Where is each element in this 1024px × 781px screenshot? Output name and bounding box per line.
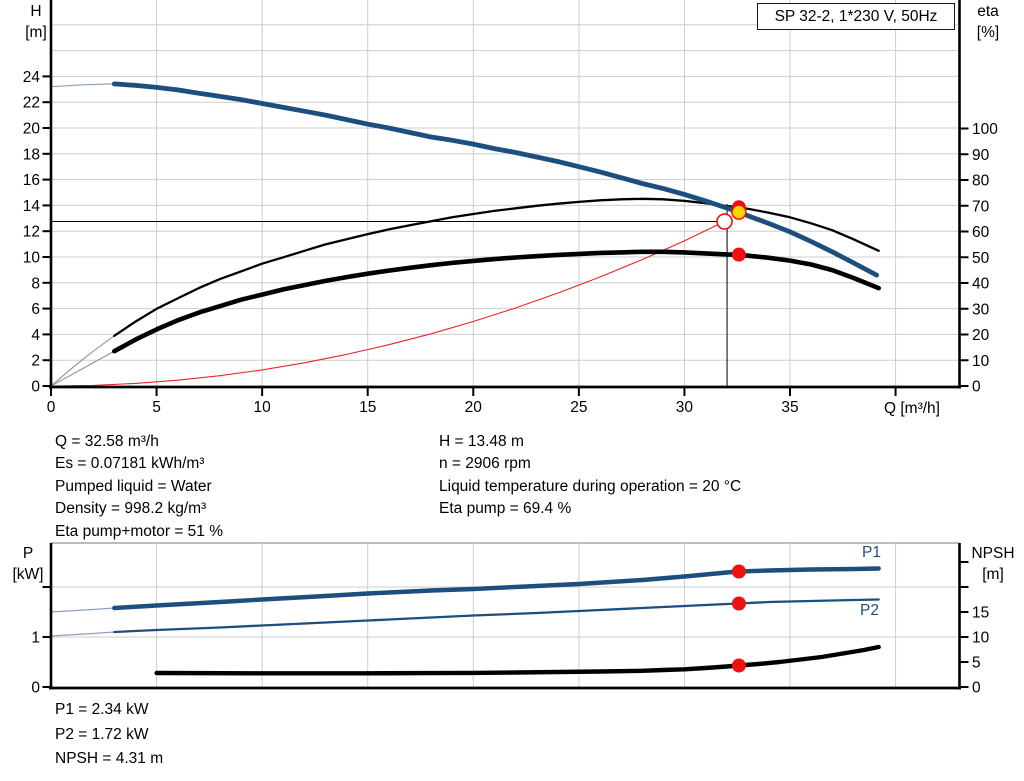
h-tick-label: 2	[31, 353, 40, 370]
eta-tick-label: 90	[972, 147, 990, 164]
qh-duty-marker	[731, 204, 747, 220]
eta-axis-label-line2: [%]	[976, 24, 1000, 41]
p-tick-label: 1	[31, 630, 40, 647]
eta-pump-motor-curve	[112, 249, 881, 354]
eta-tick-label: 20	[972, 327, 990, 344]
h-tick-label: 14	[23, 198, 41, 215]
npsh-tick-label: 15	[972, 605, 989, 622]
P2-curve-lead-in	[50, 631, 115, 637]
info-line-h: H = 13.48 m	[439, 433, 524, 450]
P1-curve	[112, 566, 881, 611]
p1-duty-marker	[731, 564, 746, 579]
duty-info-bottom: P1 = 2.34 kW P2 = 1.72 kW NPSH = 4.31 m	[55, 698, 163, 772]
info-line-npsh: NPSH = 4.31 m	[55, 750, 164, 767]
q-tick-label: 15	[359, 399, 376, 416]
q-tick-label: 25	[570, 399, 587, 416]
p-axis-label: P [kW]	[6, 543, 50, 585]
q-tick-label: 0	[47, 399, 56, 416]
eta-axis-label: eta [%]	[964, 1, 1012, 43]
info-line-p1: P1 = 2.34 kW	[55, 701, 149, 718]
info-line-density: Density = 998.2 kg/m³	[55, 500, 207, 518]
q-axis-label: Q [m³/h]	[884, 400, 940, 417]
h-axis-label-line2: [m]	[25, 24, 47, 41]
q-tick-label: 20	[465, 399, 483, 416]
h-tick-label: 0	[31, 379, 40, 396]
info-line-eta-pump: Eta pump = 69.4 %	[439, 500, 572, 518]
P1-curve-lead-in	[50, 607, 115, 613]
eta-pump-curve	[113, 197, 880, 337]
eta-pump-motor-curve-lead-in	[50, 350, 115, 387]
npsh-axis-label-line1: NPSH	[971, 545, 1015, 562]
p2-curve-label: P2	[860, 602, 879, 619]
eta-axis-label-line1: eta	[977, 3, 999, 20]
h-tick-label: 22	[23, 95, 40, 112]
info-line-es: Es = 0.07181 kWh/m³	[55, 455, 205, 473]
h-tick-label: 16	[23, 172, 40, 189]
npsh-duty-marker	[731, 658, 746, 673]
q-tick-label: 10	[254, 399, 272, 416]
h-tick-label: 4	[31, 327, 40, 344]
info-line-n: n = 2906 rpm	[439, 455, 531, 473]
p1-curve-label: P1	[862, 544, 881, 561]
p-axis-label-line2: [kW]	[12, 566, 44, 583]
duty-info-right: H = 13.48 m n = 2906 rpm Liquid temperat…	[439, 431, 741, 521]
duty-info-left: Q = 32.58 m³/h Es = 0.07181 kWh/m³ Pumpe…	[55, 431, 223, 543]
p-axis-label-line1: P	[22, 545, 34, 562]
eta-tick-label: 30	[972, 301, 990, 318]
eta-pump-motor-duty-marker	[731, 247, 746, 262]
info-line-q: Q = 32.58 m³/h	[55, 433, 159, 450]
pump-title-box: SP 32-2, 1*230 V, 50Hz	[757, 3, 955, 30]
eta-tick-label: 60	[972, 224, 990, 241]
h-tick-label: 8	[31, 275, 40, 292]
eta-tick-label: 70	[972, 198, 990, 215]
info-line-eta-pm: Eta pump+motor = 51 %	[55, 522, 224, 540]
info-line-p2: P2 = 1.72 kW	[55, 725, 149, 743]
eta-tick-label: 10	[972, 353, 990, 370]
q-tick-label: 30	[676, 399, 694, 416]
requested-duty-point-marker	[716, 213, 733, 230]
H-curve	[111, 81, 879, 278]
h-tick-label: 20	[23, 121, 41, 138]
eta-tick-label: 80	[972, 173, 990, 190]
eta-tick-label: 100	[972, 121, 998, 138]
info-line-liquid: Pumped liquid = Water	[55, 477, 212, 495]
eta-tick-label: 40	[972, 276, 990, 293]
q-tick-label: 35	[781, 399, 798, 416]
p-tick-label: 0	[31, 680, 40, 697]
H-curve-lead-in	[50, 83, 115, 88]
system-curve	[50, 220, 726, 387]
npsh-tick-label: 10	[972, 630, 990, 647]
npsh-axis-label-line2: [m]	[982, 566, 1004, 583]
h-tick-label: 10	[23, 250, 41, 267]
npsh-tick-label: 5	[972, 655, 981, 672]
q-tick-label: 5	[152, 399, 161, 416]
eta-pump-curve-lead-in	[50, 335, 115, 387]
npsh-tick-label: 0	[972, 680, 981, 697]
h-tick-label: 12	[23, 224, 40, 241]
P2-curve	[113, 598, 880, 634]
info-line-temp: Liquid temperature during operation = 20…	[439, 477, 742, 495]
eta-tick-label: 0	[972, 379, 981, 396]
NPSH-curve	[154, 644, 881, 676]
h-tick-label: 24	[23, 69, 41, 86]
eta-tick-label: 50	[972, 250, 990, 267]
h-axis-label: H [m]	[14, 1, 58, 43]
npsh-axis-label: NPSH [m]	[964, 543, 1022, 585]
h-axis-label-line1: H	[30, 3, 42, 20]
p2-duty-marker	[731, 596, 746, 611]
h-tick-label: 6	[31, 301, 40, 318]
h-tick-label: 18	[23, 146, 40, 163]
